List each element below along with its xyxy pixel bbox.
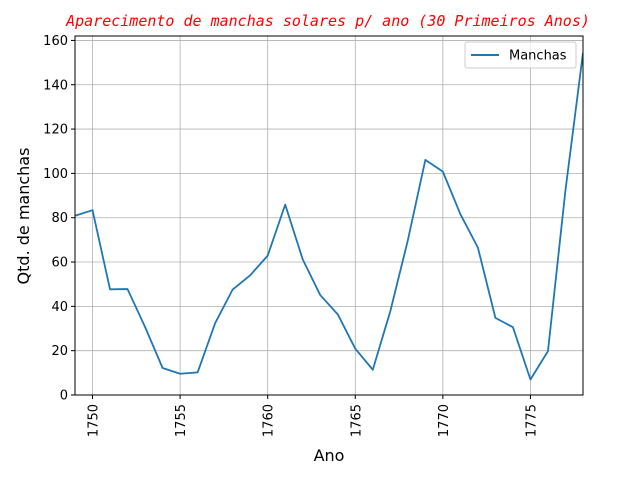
y-axis-ticks: 0 20 40 60 80 100 120 140 160 [43,34,75,404]
legend-label-manchas: Manchas [509,49,567,64]
x-tick-label: 1770 [437,404,452,437]
x-tick-label: 1760 [262,404,277,437]
y-tick-label: 0 [60,389,68,404]
series-layer [75,52,583,381]
y-tick-label: 160 [43,34,68,49]
y-tick-label: 140 [43,78,68,93]
y-tick-label: 40 [51,300,68,315]
series-line-manchas [75,52,583,381]
x-axis-label: Ano [314,446,345,465]
x-tick-label: 1765 [349,404,364,437]
y-tick-label: 60 [51,256,68,271]
x-tick-label: 1750 [87,404,102,437]
x-axis-ticks: 1750 1755 1760 1765 1770 1775 [87,395,539,437]
x-tick-label: 1755 [174,404,189,437]
x-tick-label: 1775 [524,404,539,437]
chart-title: Aparecimento de manchas solares p/ ano (… [65,12,590,30]
y-tick-label: 120 [43,123,68,138]
legend: Manchas [464,41,577,69]
axes-frame [74,35,584,396]
y-axis-label: Qtd. de manchas [14,148,33,285]
grid [75,36,583,396]
y-tick-label: 20 [51,344,68,359]
legend-box [464,41,577,69]
y-tick-label: 100 [43,167,68,182]
y-tick-label: 80 [51,211,68,226]
